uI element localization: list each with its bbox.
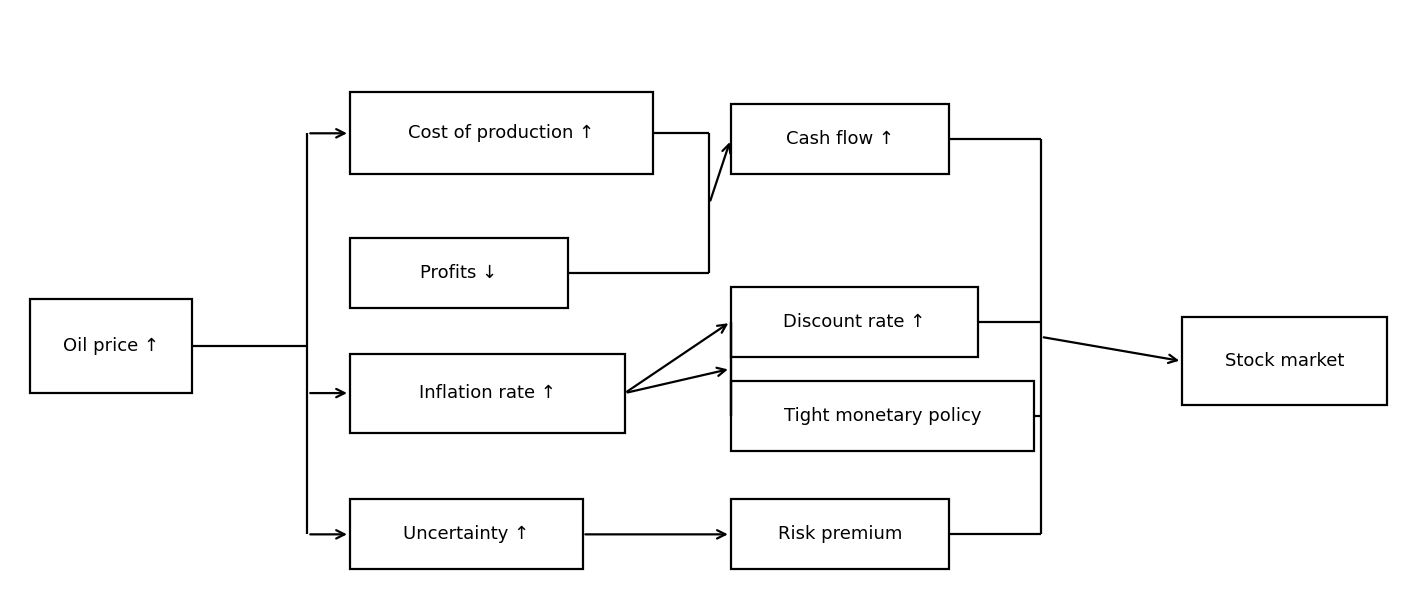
FancyBboxPatch shape	[731, 381, 1034, 451]
FancyBboxPatch shape	[30, 299, 192, 393]
FancyBboxPatch shape	[1182, 317, 1386, 405]
FancyBboxPatch shape	[731, 286, 978, 357]
FancyBboxPatch shape	[731, 500, 949, 569]
Text: Cost of production ↑: Cost of production ↑	[409, 124, 595, 142]
FancyBboxPatch shape	[349, 354, 624, 432]
FancyBboxPatch shape	[731, 105, 949, 174]
Text: Inflation rate ↑: Inflation rate ↑	[419, 384, 556, 402]
Text: Discount rate ↑: Discount rate ↑	[783, 313, 925, 331]
Text: Cash flow ↑: Cash flow ↑	[786, 131, 894, 148]
FancyBboxPatch shape	[349, 500, 583, 569]
Text: Risk premium: Risk premium	[778, 525, 902, 543]
FancyBboxPatch shape	[349, 238, 569, 308]
Text: Stock market: Stock market	[1225, 352, 1344, 370]
Text: Uncertainty ↑: Uncertainty ↑	[403, 525, 529, 543]
Text: Tight monetary policy: Tight monetary policy	[783, 407, 981, 425]
Text: Oil price ↑: Oil price ↑	[62, 337, 159, 355]
Text: Profits ↓: Profits ↓	[420, 264, 498, 282]
FancyBboxPatch shape	[349, 92, 653, 174]
